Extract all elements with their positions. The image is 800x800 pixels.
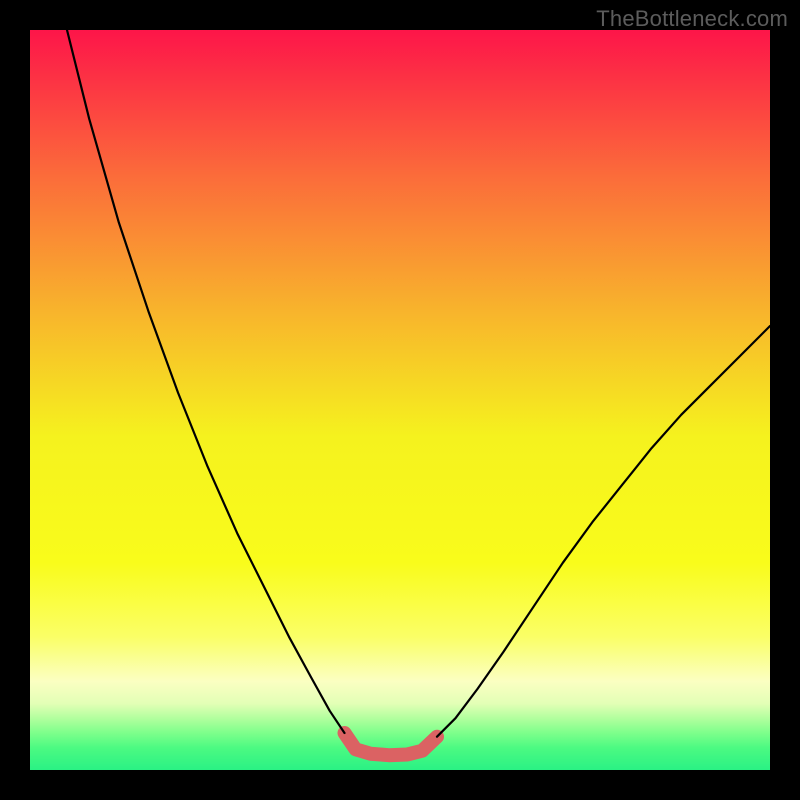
plot-frame [30,30,770,770]
right-curve [437,326,770,737]
watermark-text: TheBottleneck.com [596,6,788,32]
chart-canvas: TheBottleneck.com [0,0,800,800]
valley-highlight-curve [345,733,438,755]
left-curve [67,30,345,733]
plot-svg [30,30,770,770]
